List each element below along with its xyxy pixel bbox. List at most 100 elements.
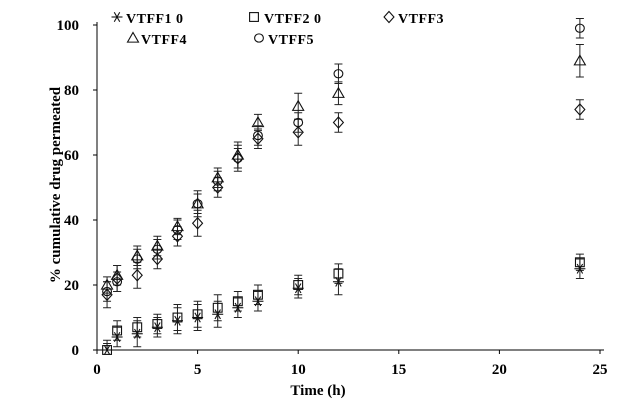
marker-shape [171,229,184,243]
data-point [252,296,264,307]
marker-shape [574,257,585,268]
data-point [232,153,243,163]
marker-circle [254,33,264,43]
marker-shape [192,199,203,209]
y-tick-label: 40 [64,213,79,229]
marker-shape [152,244,163,254]
legend-item-vtff4: VTFF4 [126,31,187,48]
data-point [292,125,304,139]
marker-shape [101,288,113,302]
marker-shape [150,239,164,251]
marker-shape [383,10,395,24]
marker-shape [332,116,345,129]
marker-shape [191,216,204,230]
marker-diamond [383,10,395,24]
data-point [192,309,203,320]
marker-square [249,12,259,22]
data-point [152,319,163,329]
error-bars [103,18,584,351]
legend-item-vtff3: VTFF3 [383,10,444,27]
marker-stroke [254,296,262,307]
x-tick-label: 0 [93,362,101,378]
marker-shape [172,312,183,323]
legend-label: VTFF4 [141,33,187,48]
data-point [212,302,223,313]
data-point [333,268,344,279]
marker-shape [132,322,143,333]
marker-shape [111,272,123,285]
marker-stroke [113,11,121,23]
data-point [151,252,164,266]
data-point [253,289,263,300]
x-tick-label: 15 [391,362,406,378]
data-point [253,130,263,141]
legend-marker-diamond [383,10,395,24]
marker-shape [100,278,114,290]
data-point [232,151,244,165]
data-point [331,86,345,98]
legend-label: VTFF5 [268,33,314,48]
marker-shape [126,31,140,43]
data-point [211,171,225,183]
data-point [131,328,143,339]
data-point [171,315,183,326]
y-axis-title: % cumulative drug permeated [48,86,64,283]
legend-item-vtff20: VTFF2 0 [249,12,321,27]
marker-shape [232,296,243,307]
marker-stroke [174,315,181,326]
marker-shape [110,268,124,280]
marker-shape [574,103,586,116]
marker-shape [574,23,585,33]
marker-shape [102,286,113,297]
marker-shape [254,33,264,43]
legend-marker-square [249,12,259,22]
x-tick-label: 5 [194,362,202,378]
marker-shape [331,86,345,98]
x-tick-label: 20 [492,362,507,378]
data-point [150,239,164,251]
marker-shape [253,130,263,141]
marker-shape [292,125,304,139]
legend-item-vtff10: VTFF1 0 [111,11,184,27]
data-point [574,263,586,274]
marker-shape [211,171,225,183]
marker-shape [291,99,305,111]
y-tick-label: 80 [64,83,79,99]
data-point [192,199,203,209]
marker-stroke [113,331,121,343]
legend-marker-circle [254,33,264,43]
data-point [293,117,304,128]
data-point [102,286,113,297]
y-tick-label: 0 [72,343,80,359]
data-point [172,225,183,235]
legend-label: VTFF1 0 [126,12,184,27]
legend-marker-triangle [126,31,140,43]
data-point [112,277,123,287]
data-point [212,176,223,186]
marker-shape [171,219,184,232]
data-point [191,216,204,230]
marker-stroke [194,312,201,323]
data-point [101,288,113,302]
marker-shape [253,289,263,300]
data-point [574,257,585,268]
marker-shape [131,268,143,282]
data-point [131,268,143,282]
marker-asterisk [111,11,123,23]
marker-shape [333,268,344,279]
data-point [292,283,304,294]
data-point [251,115,265,128]
data-point [102,345,113,355]
data-point [192,312,204,323]
marker-shape [151,252,164,266]
data-point [171,219,184,232]
x-tick-label: 10 [291,362,306,378]
marker-shape [252,132,264,146]
marker-stroke [576,263,584,274]
marker-shape [333,69,344,79]
y-tick-label: 60 [64,148,79,164]
marker-shape [212,302,223,313]
marker-shape [249,12,259,22]
data-point [132,254,143,264]
